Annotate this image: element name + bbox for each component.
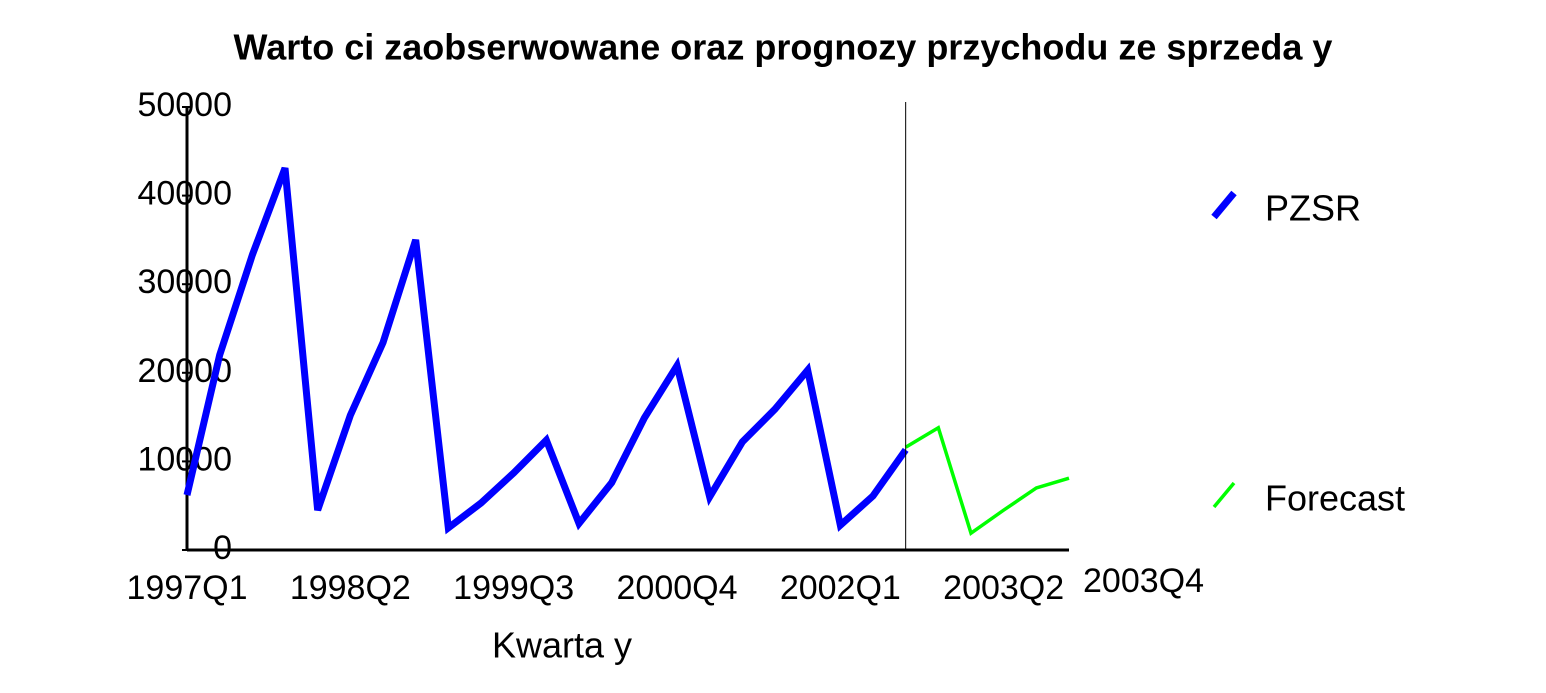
y-tick-label: 10000: [137, 440, 232, 478]
y-tick-label: 50000: [137, 86, 232, 124]
x-tick-label: 2003Q4: [1083, 562, 1204, 600]
x-tick-label: 2003Q2: [943, 569, 1064, 607]
x-tick-label: 1997Q1: [127, 569, 248, 607]
legend-swatch: [1211, 190, 1237, 220]
legend-swatch: [1212, 481, 1236, 509]
x-tick-label: 1999Q3: [453, 569, 574, 607]
series-line: [183, 166, 909, 535]
x-tick-label: 1998Q2: [290, 569, 411, 607]
legend-label: Forecast: [1265, 478, 1405, 519]
y-tick-label: 0: [213, 529, 232, 567]
legend-label: PZSR: [1265, 188, 1361, 229]
y-tick-label: 30000: [137, 263, 232, 301]
x-tick-label: 2000Q4: [617, 569, 738, 607]
x-axis-label: Kwarta y: [492, 625, 632, 666]
y-tick-label: 40000: [137, 175, 232, 213]
series-line: [904, 425, 1070, 536]
chart-title: Warto ci zaobserwowane oraz prognozy prz…: [234, 27, 1333, 68]
x-tick-label: 2002Q1: [780, 569, 901, 607]
